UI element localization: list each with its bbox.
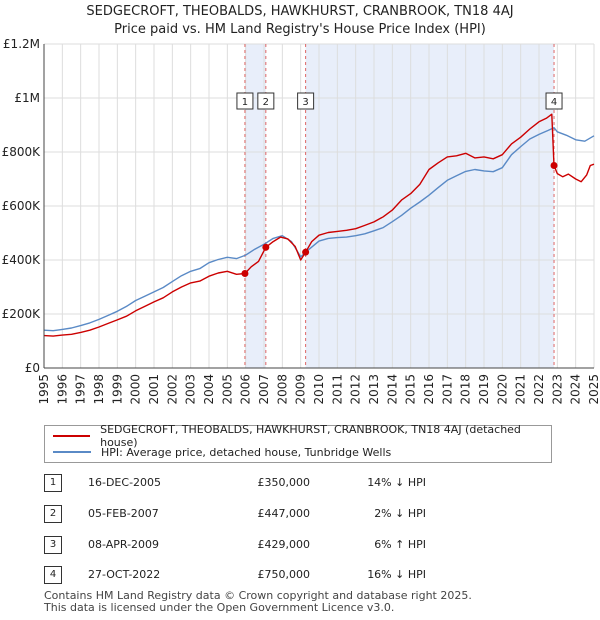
transaction-row: 4 27-OCT-2022 £750,000 16% ↓ HPI	[44, 565, 584, 585]
transaction-hpi: 16% ↓ HPI	[367, 568, 426, 581]
transaction-hpi: 14% ↓ HPI	[367, 476, 426, 489]
x-tick-label: 2018	[459, 374, 473, 405]
footer-copyright: Contains HM Land Registry data © Crown c…	[44, 589, 472, 602]
transaction-price: £429,000	[257, 538, 311, 551]
x-tick-label: 2020	[495, 374, 509, 405]
x-tick-label: 1999	[110, 374, 124, 405]
x-tick-label: 2015	[404, 374, 418, 405]
transaction-hpi: 6% ↑ HPI	[374, 538, 426, 551]
price-chart: £0 £200K £400K £600K £800K £1M £1.2M 1995 1996 19…	[2, 37, 600, 405]
sale-number-box	[236, 92, 254, 110]
legend-property-line	[53, 435, 91, 437]
x-tick-label: 1998	[92, 374, 106, 405]
y-tick-label: £200K	[2, 307, 42, 321]
y-tick-label: £600K	[2, 199, 42, 213]
legend-property: SEDGECROFT, THEOBALDS, HAWKHURST, CRANBR…	[53, 423, 551, 449]
transaction-price: £447,000	[257, 507, 311, 520]
y-tick-label: £800K	[2, 145, 42, 159]
transaction-number: 3	[44, 536, 62, 554]
x-tick-label: 1997	[74, 374, 88, 405]
x-tick-label: 2016	[422, 374, 436, 405]
y-tick-label: £1M	[14, 91, 40, 105]
x-tick-label: 2013	[367, 374, 381, 405]
transaction-number: 1	[44, 474, 62, 492]
chart-title: SEDGECROFT, THEOBALDS, HAWKHURST, CRANBR…	[86, 4, 514, 19]
sale-number-label: 1	[242, 97, 248, 108]
legend-hpi-label: HPI: Average price, detached house, Tunb…	[101, 445, 392, 459]
transaction-price: £750,000	[257, 568, 311, 581]
x-tick-label: 2008	[275, 374, 289, 405]
y-tick-label: £400K	[2, 253, 42, 267]
sale-point	[262, 243, 270, 251]
legend: SEDGECROFT, THEOBALDS, HAWKHURST, CRANBR…	[44, 423, 552, 463]
x-tick-label: 2012	[349, 374, 363, 405]
x-tick-label: 2000	[129, 374, 143, 405]
x-tick-label: 2025	[587, 374, 600, 405]
transaction-row: 2 05-FEB-2007 £447,000 2% ↓ HPI	[44, 504, 584, 524]
sale-point	[550, 162, 558, 169]
x-tick-label: 2009	[294, 374, 308, 405]
transaction-number: 2	[44, 505, 62, 523]
x-tick-label: 2010	[312, 374, 326, 405]
transaction-date: 08-APR-2009	[88, 538, 160, 551]
x-tick-label: 1995	[37, 374, 51, 405]
legend-hpi: HPI: Average price, detached house, Tunb…	[53, 444, 391, 460]
transaction-row: 3 08-APR-2009 £429,000 6% ↑ HPI	[44, 535, 584, 555]
sale-number-label: 3	[302, 97, 308, 108]
x-tick-label: 2004	[202, 374, 216, 405]
sale-number-box	[297, 92, 315, 110]
x-tick-label: 2011	[330, 374, 344, 405]
transaction-row: 1 16-DEC-2005 £350,000 14% ↓ HPI	[44, 473, 584, 493]
sale-number-label: 2	[263, 97, 269, 108]
transaction-hpi: 2% ↓ HPI	[374, 507, 426, 520]
x-tick-label: 2003	[184, 374, 198, 405]
x-tick-label: 2005	[220, 374, 234, 405]
x-tick-label: 2022	[532, 374, 546, 405]
sale-point	[241, 270, 249, 277]
sale-number-box	[545, 92, 563, 110]
sale-number-label: 4	[551, 97, 557, 108]
legend-property-label: SEDGECROFT, THEOBALDS, HAWKHURST, CRANBR…	[100, 423, 521, 449]
x-tick-label: 2001	[147, 374, 161, 405]
transaction-price: £350,000	[257, 476, 311, 489]
x-tick-label: 2019	[477, 374, 491, 405]
x-tick-label: 2021	[514, 374, 528, 405]
footer-licence: This data is licensed under the Open Gov…	[44, 601, 395, 614]
chart-subtitle: Price paid vs. HM Land Registry's House …	[114, 22, 486, 37]
footer: Contains HM Land Registry data © Crown c…	[44, 590, 472, 614]
sale-number-box	[257, 92, 275, 110]
x-tick-label: 2007	[257, 374, 271, 405]
x-tick-label: 2006	[239, 374, 253, 405]
y-tick-label: £1.2M	[3, 37, 40, 51]
sale-point	[302, 248, 310, 256]
x-tick-label: 2002	[165, 374, 179, 405]
x-tick-label: 2014	[385, 374, 399, 405]
transaction-number: 4	[44, 566, 62, 584]
x-tick-label: 2017	[440, 374, 454, 405]
property-price-line	[43, 113, 595, 337]
y-tick-label: £0	[25, 361, 40, 375]
x-tick-label: 2023	[550, 374, 564, 405]
transaction-date: 27-OCT-2022	[88, 568, 161, 581]
x-tick-label: 1996	[55, 374, 69, 405]
transaction-date: 05-FEB-2007	[88, 507, 159, 520]
hpi-line	[43, 126, 595, 332]
transaction-date: 16-DEC-2005	[88, 476, 162, 489]
x-tick-label: 2024	[569, 374, 583, 405]
legend-hpi-line	[53, 451, 91, 453]
